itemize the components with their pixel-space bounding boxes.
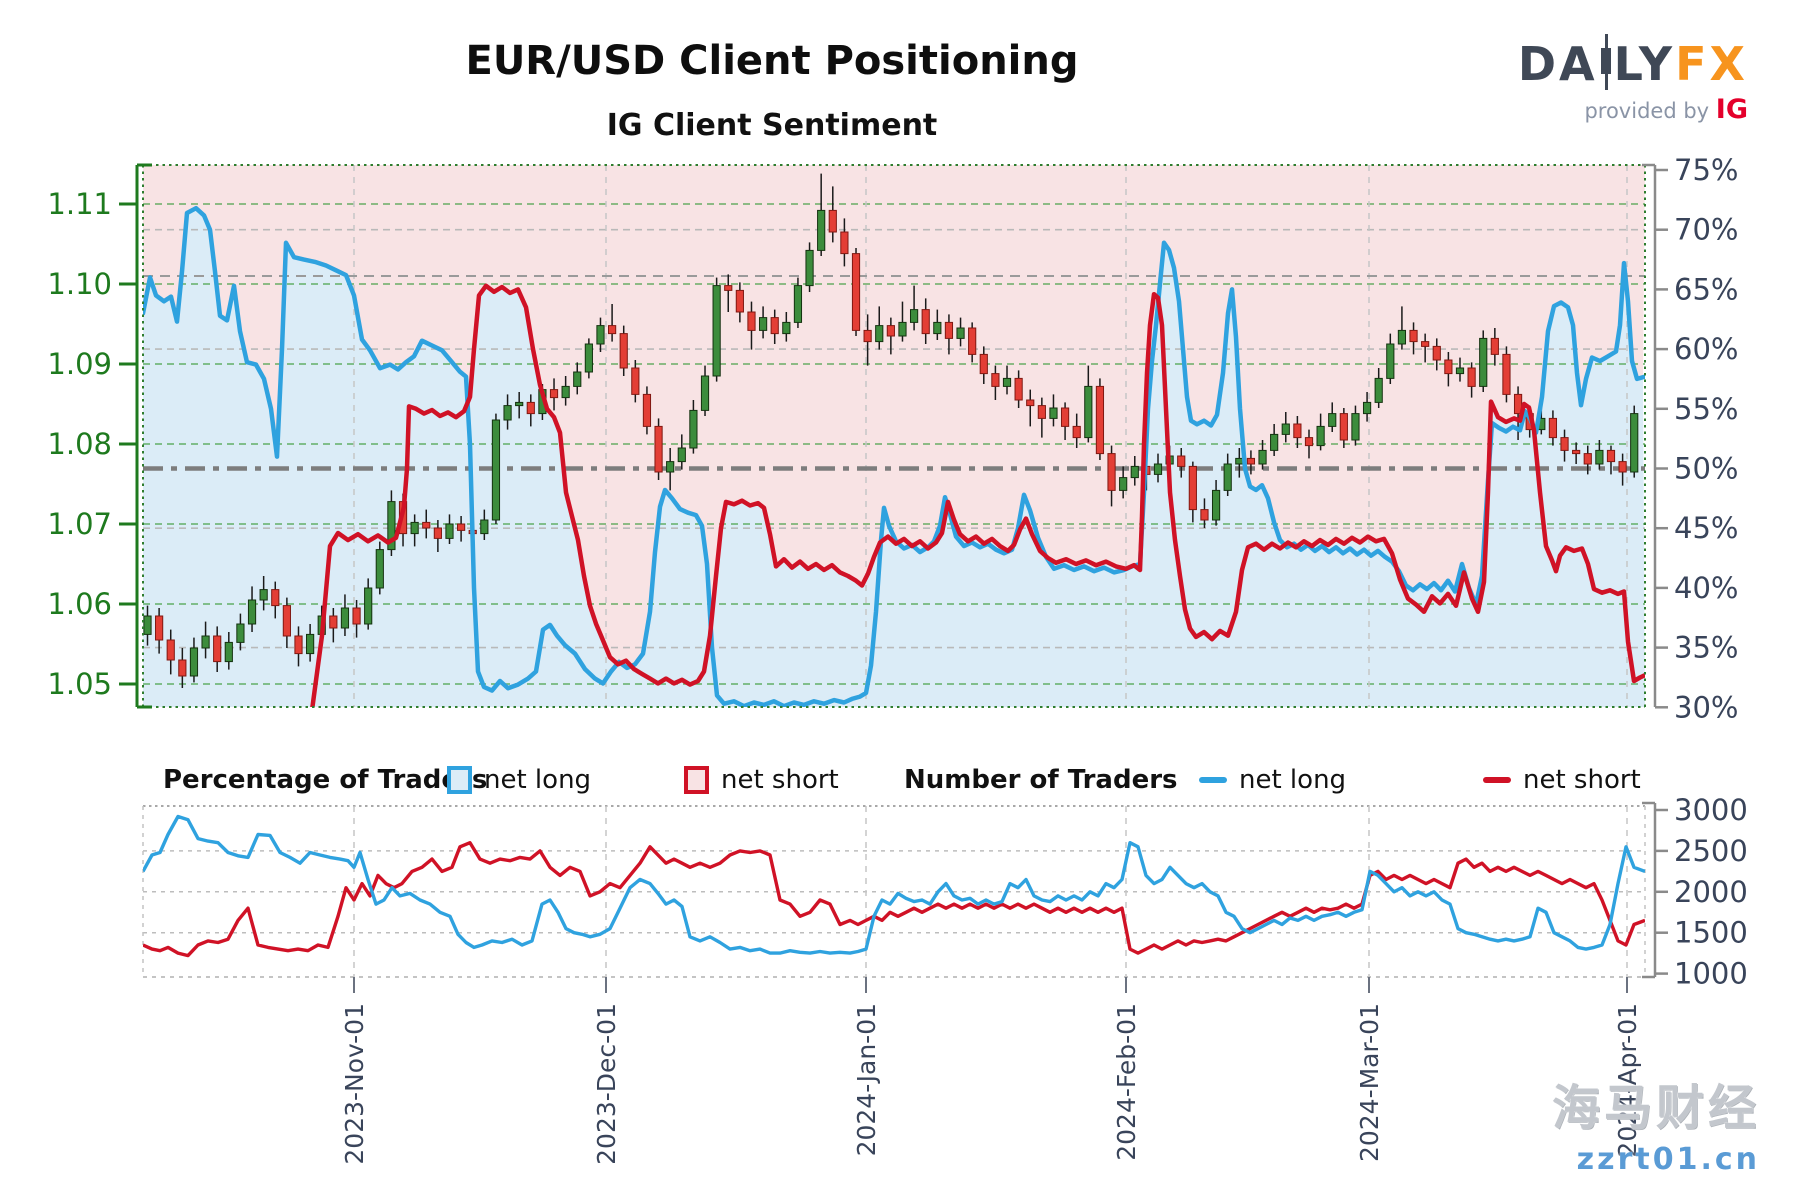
- date-axis: 2023-Nov-01 2023-Dec-01 2024-Jan-01 2024-Fe…: [340, 977, 1642, 1165]
- watermark-cn: 海马财经: [1551, 1080, 1760, 1136]
- svg-text:2000: 2000: [1674, 875, 1748, 909]
- svg-text:40%: 40%: [1674, 571, 1738, 605]
- svg-text:2024-Apr-01: 2024-Apr-01: [1613, 1003, 1642, 1158]
- svg-text:45%: 45%: [1674, 511, 1738, 545]
- net-long-swatch-icon: [447, 766, 472, 794]
- svg-text:1.11: 1.11: [47, 187, 112, 221]
- provided-by: provided by IG: [1584, 94, 1748, 125]
- legend-count-net-short: net short: [1483, 762, 1641, 798]
- svg-text:3000: 3000: [1674, 793, 1748, 827]
- legend-pct-header: Percentage of Traders: [163, 765, 488, 795]
- svg-text:2500: 2500: [1674, 834, 1748, 868]
- candlesticks: [143, 173, 1639, 688]
- svg-text:70%: 70%: [1674, 213, 1738, 247]
- legend-count-net-long: net long: [1199, 762, 1346, 798]
- svg-text:75%: 75%: [1674, 153, 1738, 187]
- svg-text:30%: 30%: [1674, 690, 1738, 724]
- svg-text:55%: 55%: [1674, 392, 1738, 426]
- legend-pct-net-long: net long: [447, 762, 591, 798]
- dailyfx-logo: DA LYFX provided by IG: [1518, 34, 1748, 125]
- svg-text:65%: 65%: [1674, 272, 1738, 306]
- dailyfx-wordmark: DA LYFX: [1518, 34, 1748, 90]
- legend-count-header: Number of Traders: [904, 765, 1178, 795]
- main-chart: [142, 164, 1646, 708]
- price-axis: 1.11 1.10 1.09 1.08 1.07 1.06 1.05: [47, 163, 152, 709]
- net-short-swatch-icon: [684, 766, 709, 794]
- svg-text:2024-Jan-01: 2024-Jan-01: [852, 1003, 881, 1156]
- svg-text:1.06: 1.06: [47, 587, 112, 621]
- svg-text:1500: 1500: [1674, 916, 1748, 950]
- candlestick-icon: [1600, 34, 1611, 90]
- svg-text:1000: 1000: [1674, 957, 1748, 991]
- svg-text:1.07: 1.07: [47, 507, 112, 541]
- net-long-line-icon: [1199, 777, 1227, 783]
- svg-text:1.10: 1.10: [47, 267, 112, 301]
- svg-text:50%: 50%: [1674, 452, 1738, 486]
- svg-text:2024-Feb-01: 2024-Feb-01: [1112, 1003, 1141, 1161]
- svg-text:1.09: 1.09: [47, 347, 112, 381]
- legend-pct-net-short: net short: [684, 762, 839, 798]
- svg-text:1.08: 1.08: [47, 427, 112, 461]
- watermark-url: zzrt01.cn: [1576, 1142, 1760, 1177]
- svg-text:1.05: 1.05: [47, 667, 112, 701]
- svg-text:35%: 35%: [1674, 631, 1738, 665]
- chart-subtitle: IG Client Sentiment: [606, 108, 938, 143]
- traders-chart: 3000 2500 2000 1500 1000: [142, 793, 1748, 991]
- watermark: 海马财经 zzrt01.cn: [1552, 1068, 1760, 1177]
- page-title: EUR/USD Client Positioning: [465, 38, 1079, 84]
- percent-axis: 75% 70% 65% 60% 55% 50% 45% 40% 35% 30%: [1642, 153, 1738, 724]
- svg-text:2023-Dec-01: 2023-Dec-01: [592, 1003, 621, 1165]
- ig-logo: IG: [1715, 94, 1748, 125]
- net-short-line-icon: [1483, 777, 1511, 783]
- svg-text:60%: 60%: [1674, 332, 1738, 366]
- svg-text:2023-Nov-01: 2023-Nov-01: [340, 1003, 369, 1165]
- svg-text:2024-Mar-01: 2024-Mar-01: [1355, 1003, 1384, 1162]
